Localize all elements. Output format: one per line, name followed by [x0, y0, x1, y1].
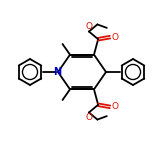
Text: O: O: [85, 113, 92, 123]
Text: O: O: [112, 102, 118, 111]
Text: N: N: [53, 67, 61, 77]
Text: O: O: [112, 33, 118, 42]
Text: O: O: [85, 21, 92, 31]
